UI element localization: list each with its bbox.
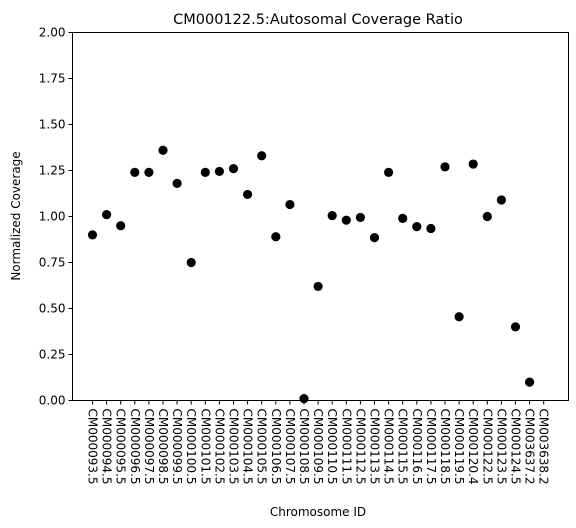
x-tick-label: CM000098.5 bbox=[156, 409, 170, 485]
x-tick-label: CM000114.5 bbox=[382, 409, 396, 485]
x-tick-label: CM000093.5 bbox=[86, 409, 100, 485]
data-point bbox=[482, 211, 492, 222]
x-tick-label: CM000124.5 bbox=[509, 409, 523, 485]
x-tick-label: CM000123.5 bbox=[494, 409, 508, 485]
data-point bbox=[243, 189, 253, 200]
data-point bbox=[468, 159, 478, 169]
x-tick-label: CM000122.5 bbox=[480, 409, 494, 485]
x-tick-label: CM000112.5 bbox=[353, 409, 367, 485]
x-tick-label: CM000109.5 bbox=[311, 409, 325, 485]
data-point bbox=[228, 164, 239, 174]
data-point bbox=[257, 151, 267, 161]
x-tick-label: CM003638.2 bbox=[537, 409, 551, 485]
x-tick-label: CM000118.5 bbox=[438, 409, 452, 485]
y-axis-ticks: 0.00 0.25 0.50 0.75 1.00 1.25 1.50 1.75 2.00 bbox=[39, 26, 73, 408]
data-point bbox=[496, 195, 506, 205]
x-tick-label: CM000095.5 bbox=[114, 409, 128, 485]
data-point bbox=[158, 145, 168, 155]
x-tick-label: CM000099.5 bbox=[170, 409, 184, 485]
y-axis-label: Normalized Coverage bbox=[9, 151, 23, 280]
data-point bbox=[130, 167, 140, 177]
x-tick-label: CM000116.5 bbox=[410, 409, 424, 485]
y-tick-label: 0.25 bbox=[39, 348, 66, 362]
data-point bbox=[87, 230, 98, 240]
data-point bbox=[426, 223, 436, 234]
x-tick-label: CM000110.5 bbox=[325, 409, 339, 485]
x-tick-label: CM000104.5 bbox=[241, 409, 255, 485]
y-tick-label: 2.00 bbox=[39, 26, 66, 40]
data-point bbox=[327, 210, 337, 221]
x-axis-ticks: CM000093.5 CM000094.5 CM000095.5 CM000096.5… bbox=[86, 400, 551, 485]
plot-area-frame bbox=[72, 32, 569, 401]
x-tick-label: CM000106.5 bbox=[269, 409, 283, 485]
x-tick-label: CM000100.5 bbox=[184, 409, 198, 485]
data-point bbox=[398, 213, 408, 223]
x-tick-label: CM000111.5 bbox=[339, 409, 353, 485]
y-tick-label: 1.75 bbox=[39, 72, 66, 86]
y-tick-label: 1.25 bbox=[39, 164, 66, 178]
x-tick-label: CM000120.4 bbox=[466, 409, 480, 485]
data-point bbox=[172, 178, 182, 188]
y-tick-label: 0.75 bbox=[39, 256, 66, 270]
x-tick-label: CM003637.2 bbox=[523, 409, 537, 485]
data-point bbox=[299, 394, 309, 404]
data-point bbox=[271, 232, 281, 242]
data-point bbox=[454, 312, 464, 322]
y-tick-label: 0.50 bbox=[39, 302, 66, 316]
data-points bbox=[87, 145, 535, 404]
x-tick-label: CM000115.5 bbox=[396, 409, 410, 485]
data-point bbox=[285, 199, 295, 210]
x-tick-label: CM000113.5 bbox=[368, 409, 382, 485]
data-point bbox=[525, 377, 535, 387]
data-point bbox=[510, 322, 521, 332]
x-tick-label: CM000096.5 bbox=[128, 409, 142, 485]
y-tick-label: 1.00 bbox=[39, 210, 66, 224]
chart-title: CM000122.5:Autosomal Coverage Ratio bbox=[173, 12, 463, 28]
data-point bbox=[214, 166, 224, 177]
x-tick-label: CM000107.5 bbox=[283, 409, 297, 485]
y-tick-label: 0.00 bbox=[39, 394, 66, 408]
x-tick-label: CM000097.5 bbox=[142, 409, 156, 485]
data-point bbox=[144, 167, 154, 177]
data-point bbox=[186, 257, 196, 268]
data-point bbox=[313, 281, 323, 292]
data-point bbox=[341, 215, 351, 225]
x-tick-label: CM000119.5 bbox=[452, 409, 466, 485]
x-tick-label: CM000117.5 bbox=[424, 409, 438, 485]
data-point bbox=[369, 233, 380, 243]
data-point bbox=[116, 221, 126, 231]
x-tick-label: CM000102.5 bbox=[212, 409, 226, 485]
data-point bbox=[355, 212, 365, 223]
x-axis-label: Chromosome ID bbox=[270, 505, 366, 519]
data-point bbox=[384, 167, 394, 177]
x-tick-label: CM000108.5 bbox=[297, 409, 311, 485]
x-tick-label: CM000103.5 bbox=[227, 409, 241, 485]
x-tick-label: CM000101.5 bbox=[198, 409, 212, 485]
y-tick-label: 1.50 bbox=[39, 118, 66, 132]
x-tick-label: CM000094.5 bbox=[100, 409, 114, 485]
x-tick-label: CM000105.5 bbox=[255, 409, 269, 485]
data-point bbox=[440, 162, 450, 172]
data-point bbox=[102, 210, 112, 220]
data-point bbox=[412, 222, 422, 232]
data-point bbox=[200, 167, 210, 177]
